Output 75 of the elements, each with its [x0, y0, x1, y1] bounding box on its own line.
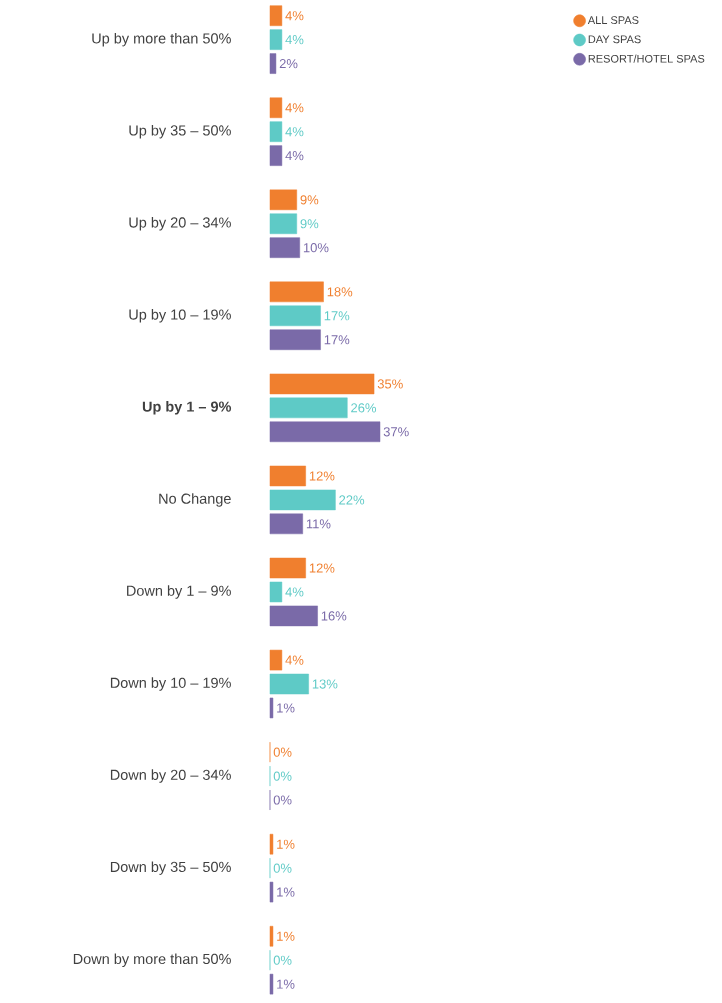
y-tick-label: Up by more than 50%: [92, 32, 231, 47]
data-label: 1%: [277, 979, 295, 989]
bar: [269, 605, 318, 627]
data-label: 9%: [300, 195, 319, 205]
bar: [269, 581, 283, 603]
bar: [269, 697, 274, 719]
data-label: 0%: [273, 863, 292, 873]
data-label: 0%: [273, 795, 292, 805]
data-label: 10%: [303, 243, 329, 253]
bar: [269, 53, 277, 74]
bar: [269, 973, 274, 995]
data-label: 1%: [277, 703, 295, 713]
bar: [269, 833, 274, 855]
bar: [269, 213, 297, 234]
y-tick-label: Down by 35 – 50%: [110, 861, 231, 875]
data-label: 0%: [273, 747, 292, 757]
y-tick-label: Down by more than 50%: [73, 953, 231, 967]
legend-label: ALL SPAS: [587, 16, 639, 25]
bar: [269, 397, 348, 419]
data-label: 17%: [324, 335, 350, 345]
bar: [269, 926, 274, 947]
data-label: 13%: [312, 679, 338, 689]
bar: [269, 513, 303, 535]
bar: [269, 489, 336, 511]
bar: [269, 305, 321, 327]
y-tick-label: Down by 10 – 19%: [110, 677, 231, 691]
data-label: 18%: [327, 287, 353, 297]
bar: [269, 97, 283, 119]
data-label: 4%: [285, 11, 304, 21]
data-label: 4%: [285, 655, 304, 665]
data-label: 1%: [277, 931, 295, 941]
data-label: 4%: [285, 35, 304, 45]
data-label: 22%: [339, 495, 365, 505]
y-tick-label: Down by 1 – 9%: [127, 585, 231, 599]
y-tick-label: Up by 1 – 9%: [142, 401, 232, 415]
y-tick-label: Up by 35 – 50%: [129, 124, 231, 139]
data-label: 12%: [309, 471, 335, 481]
data-label: 4%: [285, 127, 304, 137]
bar: [269, 673, 309, 695]
data-label: 17%: [324, 311, 350, 321]
bar: [269, 5, 283, 26]
y-tick-label: No Change: [159, 493, 231, 507]
y-tick-label: Up by 20 – 34%: [129, 216, 231, 231]
data-label: 11%: [306, 519, 331, 529]
bar: [269, 557, 306, 579]
legend-label: DAY SPAS: [588, 35, 641, 44]
data-label: 0%: [273, 955, 292, 965]
data-label: 37%: [383, 427, 409, 437]
bar: [269, 189, 297, 211]
bar: [269, 373, 375, 395]
data-label: 0%: [273, 771, 292, 781]
y-tick-label: Down by 20 – 34%: [110, 769, 231, 783]
bar: [269, 121, 283, 142]
data-label: 4%: [285, 587, 304, 597]
data-label: 16%: [321, 611, 347, 621]
bar: [269, 29, 283, 50]
data-label: 4%: [285, 151, 304, 161]
data-label: 26%: [351, 403, 377, 413]
y-tick-label: Up by 10 – 19%: [129, 309, 231, 323]
bar: [269, 421, 381, 443]
data-label: 35%: [377, 379, 403, 389]
bar: [269, 465, 306, 487]
bar: [269, 881, 274, 903]
bar: [269, 649, 283, 671]
data-label: 2%: [279, 58, 298, 69]
bar: [269, 145, 283, 166]
data-label: 4%: [285, 103, 304, 113]
data-label: 12%: [309, 563, 335, 573]
data-label: 1%: [277, 887, 295, 897]
data-label: 1%: [277, 839, 295, 849]
bar: [269, 237, 300, 258]
bar: [269, 329, 321, 350]
bar: [269, 281, 324, 303]
legend-label: RESORT/HOTEL SPAS: [588, 54, 705, 63]
data-label: 9%: [300, 219, 319, 229]
